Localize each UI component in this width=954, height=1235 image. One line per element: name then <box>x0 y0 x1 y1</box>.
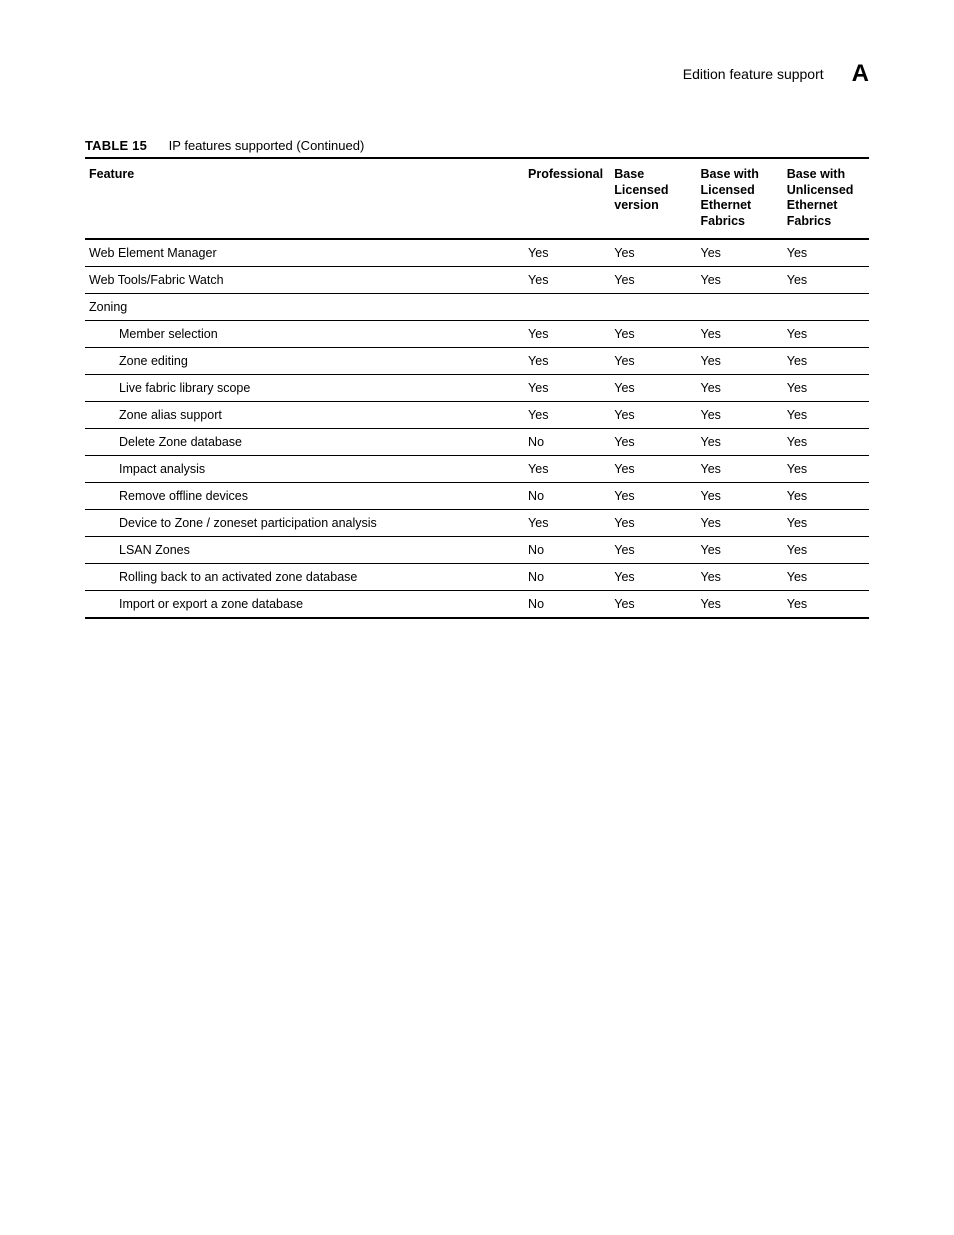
cell-value: Yes <box>610 590 696 618</box>
cell-value: No <box>524 428 610 455</box>
cell-value: Yes <box>697 536 783 563</box>
cell-feature: Zone alias support <box>85 401 524 428</box>
cell-value: Yes <box>783 374 869 401</box>
cell-feature: Device to Zone / zoneset participation a… <box>85 509 524 536</box>
table-title: IP features supported (Continued) <box>169 138 365 153</box>
table-row: Web Element ManagerYesYesYesYes <box>85 239 869 267</box>
page: Edition feature support A TABLE 15 IP fe… <box>0 0 954 1235</box>
table-row: Live fabric library scopeYesYesYesYes <box>85 374 869 401</box>
table-number: TABLE 15 <box>85 138 147 153</box>
features-table: Feature Professional Base Licensed versi… <box>85 157 869 619</box>
col-header-base-licensed-ethernet: Base with Licensed Ethernet Fabrics <box>697 158 783 239</box>
cell-value: Yes <box>697 482 783 509</box>
cell-value: Yes <box>524 266 610 293</box>
cell-value: Yes <box>783 590 869 618</box>
cell-value: Yes <box>783 563 869 590</box>
table-header: Feature Professional Base Licensed versi… <box>85 158 869 239</box>
cell-value: Yes <box>783 266 869 293</box>
table-row: Remove offline devicesNoYesYesYes <box>85 482 869 509</box>
table-body: Web Element ManagerYesYesYesYesWeb Tools… <box>85 239 869 618</box>
cell-value: Yes <box>783 428 869 455</box>
table-row: Zoning <box>85 293 869 320</box>
cell-value: Yes <box>697 374 783 401</box>
table-row: Delete Zone databaseNoYesYesYes <box>85 428 869 455</box>
cell-feature: Member selection <box>85 320 524 347</box>
col-header-feature: Feature <box>85 158 524 239</box>
col-header-professional: Professional <box>524 158 610 239</box>
cell-value: Yes <box>697 509 783 536</box>
cell-feature: Web Element Manager <box>85 239 524 267</box>
cell-feature: Import or export a zone database <box>85 590 524 618</box>
table-row: Zone editingYesYesYesYes <box>85 347 869 374</box>
table-row: Member selectionYesYesYesYes <box>85 320 869 347</box>
cell-value: Yes <box>610 563 696 590</box>
cell-value: Yes <box>783 347 869 374</box>
cell-feature: Remove offline devices <box>85 482 524 509</box>
table-caption: TABLE 15 IP features supported (Continue… <box>85 138 869 153</box>
cell-value: Yes <box>610 374 696 401</box>
cell-value: Yes <box>610 509 696 536</box>
cell-feature: Zone editing <box>85 347 524 374</box>
cell-value <box>610 293 696 320</box>
table-row: Zone alias supportYesYesYesYes <box>85 401 869 428</box>
cell-value: Yes <box>610 347 696 374</box>
cell-value: Yes <box>524 320 610 347</box>
col-header-base-unlicensed-ethernet: Base with Unlicensed Ethernet Fabrics <box>783 158 869 239</box>
cell-value: Yes <box>610 455 696 482</box>
cell-value: No <box>524 590 610 618</box>
cell-value: Yes <box>524 455 610 482</box>
table-row: LSAN ZonesNoYesYesYes <box>85 536 869 563</box>
cell-feature: LSAN Zones <box>85 536 524 563</box>
cell-feature: Impact analysis <box>85 455 524 482</box>
cell-value <box>524 293 610 320</box>
page-header: Edition feature support A <box>85 60 869 88</box>
cell-value: Yes <box>697 266 783 293</box>
cell-value: Yes <box>524 239 610 267</box>
cell-value: Yes <box>610 266 696 293</box>
cell-value: Yes <box>783 536 869 563</box>
table-row: Web Tools/Fabric WatchYesYesYesYes <box>85 266 869 293</box>
cell-value: Yes <box>697 239 783 267</box>
cell-value: Yes <box>783 239 869 267</box>
cell-value: No <box>524 563 610 590</box>
table-row: Import or export a zone databaseNoYesYes… <box>85 590 869 618</box>
cell-value: Yes <box>524 509 610 536</box>
cell-value: Yes <box>783 401 869 428</box>
cell-value: No <box>524 536 610 563</box>
cell-value: Yes <box>524 401 610 428</box>
cell-value: Yes <box>697 347 783 374</box>
cell-feature: Zoning <box>85 293 524 320</box>
table-row: Rolling back to an activated zone databa… <box>85 563 869 590</box>
cell-value <box>783 293 869 320</box>
appendix-letter: A <box>852 60 869 88</box>
cell-value: Yes <box>524 374 610 401</box>
cell-value: Yes <box>610 536 696 563</box>
cell-value: Yes <box>697 563 783 590</box>
cell-value: Yes <box>610 428 696 455</box>
table-row: Impact analysisYesYesYesYes <box>85 455 869 482</box>
cell-value: Yes <box>783 455 869 482</box>
table-row: Device to Zone / zoneset participation a… <box>85 509 869 536</box>
cell-value: Yes <box>697 428 783 455</box>
cell-value: Yes <box>783 482 869 509</box>
cell-value: Yes <box>697 401 783 428</box>
cell-value: Yes <box>610 320 696 347</box>
cell-value: Yes <box>783 320 869 347</box>
cell-value: Yes <box>697 590 783 618</box>
cell-feature: Delete Zone database <box>85 428 524 455</box>
cell-value: Yes <box>610 239 696 267</box>
cell-value: Yes <box>610 401 696 428</box>
cell-value: Yes <box>783 509 869 536</box>
cell-value: Yes <box>697 320 783 347</box>
cell-feature: Web Tools/Fabric Watch <box>85 266 524 293</box>
cell-value: Yes <box>697 455 783 482</box>
cell-feature: Rolling back to an activated zone databa… <box>85 563 524 590</box>
header-title: Edition feature support <box>683 66 824 82</box>
col-header-base-licensed: Base Licensed version <box>610 158 696 239</box>
cell-value <box>697 293 783 320</box>
cell-feature: Live fabric library scope <box>85 374 524 401</box>
cell-value: No <box>524 482 610 509</box>
cell-value: Yes <box>524 347 610 374</box>
cell-value: Yes <box>610 482 696 509</box>
